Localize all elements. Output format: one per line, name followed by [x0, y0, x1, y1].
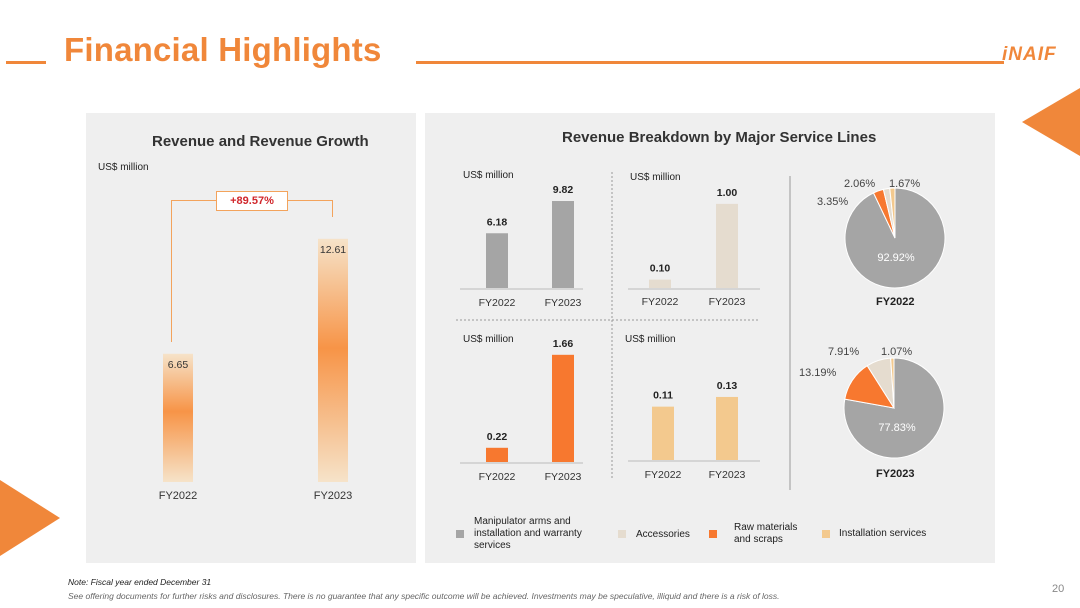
pie2022-slice-3	[889, 187, 896, 239]
pie2023-slice-3	[890, 357, 895, 409]
manipulator-tick-fy2023: FY2023	[545, 297, 582, 309]
pie2022-pct-label-1: 3.35%	[817, 196, 848, 208]
pie2023-pct-label-3: 1.07%	[881, 346, 912, 358]
manipulator-tick-fy2022: FY2022	[479, 297, 516, 309]
manipulator-unit-label: US$ million	[463, 170, 514, 181]
manipulator-value-label-fy2022: 6.18	[487, 216, 508, 228]
legend-label-0: Manipulator arms and installation and war…	[474, 516, 582, 552]
growth-bracket-left	[171, 200, 217, 342]
decorative-triangle-left	[0, 480, 60, 556]
raw_materials-bar-fy2022	[486, 447, 508, 462]
title-rule-left	[6, 61, 46, 64]
page-number: 20	[1052, 583, 1065, 595]
manipulator-bar-fy2022	[486, 233, 508, 288]
revenue-bar-fy2023	[318, 238, 348, 482]
manipulator-bar-fy2023	[552, 201, 574, 288]
raw_materials-tick-fy2023: FY2023	[545, 471, 582, 483]
breakdown-chart-title: Revenue Breakdown by Major Service Lines	[562, 129, 877, 146]
accessories-bar-fy2022	[649, 279, 671, 288]
legend-label-line: installation and warranty	[474, 528, 582, 539]
accessories-tick-fy2023: FY2023	[709, 296, 746, 308]
legend-label-line: Accessories	[636, 529, 690, 540]
installation-bar-fy2022	[652, 406, 674, 460]
legend-label-3: Installation services	[839, 528, 926, 540]
revenue-value-label-fy2022: 6.65	[168, 359, 189, 371]
installation-tick-fy2022: FY2022	[645, 469, 682, 481]
raw_materials-value-label-fy2023: 1.66	[553, 338, 574, 350]
pie2022-pct-label-0: 92.92%	[877, 252, 915, 264]
pie-fy2023-title: FY2023	[876, 468, 915, 480]
raw_materials-value-label-fy2022: 0.22	[487, 431, 508, 443]
page-title: Financial Highlights	[64, 31, 382, 68]
company-logo: iNAIF	[1002, 44, 1057, 65]
legend-swatch-0	[456, 530, 464, 538]
raw-materials-unit-label: US$ million	[463, 334, 514, 345]
installation-bar-fy2023	[716, 396, 738, 460]
legend-swatch-1	[618, 530, 626, 538]
legend-swatch-2	[709, 530, 717, 538]
legend-label-line: and scraps	[734, 534, 783, 545]
raw_materials-bar-fy2023	[552, 354, 574, 462]
revenue-bar-fy2022	[163, 353, 193, 482]
growth-rate-badge: +89.57%	[216, 191, 288, 211]
revenue-value-label-fy2023: 12.61	[320, 244, 346, 256]
disclaimer-text: See offering documents for further risks…	[68, 591, 780, 601]
manipulator-value-label-fy2023: 9.82	[553, 184, 574, 196]
legend-label-line: Manipulator arms and	[474, 516, 571, 527]
installation-unit-label: US$ million	[625, 334, 676, 345]
pie2023-pct-label-0: 77.83%	[878, 422, 916, 434]
revenue-chart-title: Revenue and Revenue Growth	[152, 133, 369, 150]
accessories-tick-fy2022: FY2022	[642, 296, 679, 308]
title-rule-right	[416, 61, 1004, 64]
revenue-tick-fy2023: FY2023	[314, 490, 353, 502]
accessories-unit-label: US$ million	[630, 172, 681, 183]
legend-label-line: Raw materials	[734, 522, 798, 533]
pie2022-pct-label-2: 2.06%	[844, 178, 875, 190]
revenue-unit-label: US$ million	[98, 162, 149, 173]
fiscal-year-note: Note: Fiscal year ended December 31	[68, 577, 212, 587]
accessories-value-label-fy2022: 0.10	[650, 263, 671, 275]
pie2023-pct-label-2: 7.91%	[828, 346, 859, 358]
growth-bracket-right	[288, 200, 333, 217]
revenue-panel	[86, 113, 416, 563]
installation-value-label-fy2023: 0.13	[717, 380, 738, 392]
legend-label-line: Installation services	[839, 528, 927, 539]
installation-tick-fy2023: FY2023	[709, 469, 746, 481]
raw_materials-tick-fy2022: FY2022	[479, 471, 516, 483]
revenue-tick-fy2022: FY2022	[159, 490, 198, 502]
pie-fy2022-title: FY2022	[876, 296, 915, 308]
legend-label-1: Accessories	[636, 529, 690, 541]
accessories-value-label-fy2023: 1.00	[717, 187, 738, 199]
pie2023-pct-label-1: 13.19%	[799, 367, 837, 379]
legend-label-line: services	[474, 540, 511, 551]
decorative-triangle-right	[1022, 88, 1080, 156]
legend-swatch-3	[822, 530, 830, 538]
accessories-bar-fy2023	[716, 203, 738, 288]
pie2022-pct-label-3: 1.67%	[889, 178, 920, 190]
installation-value-label-fy2022: 0.11	[653, 390, 673, 402]
legend-label-2: Raw materials and scraps	[734, 522, 797, 546]
